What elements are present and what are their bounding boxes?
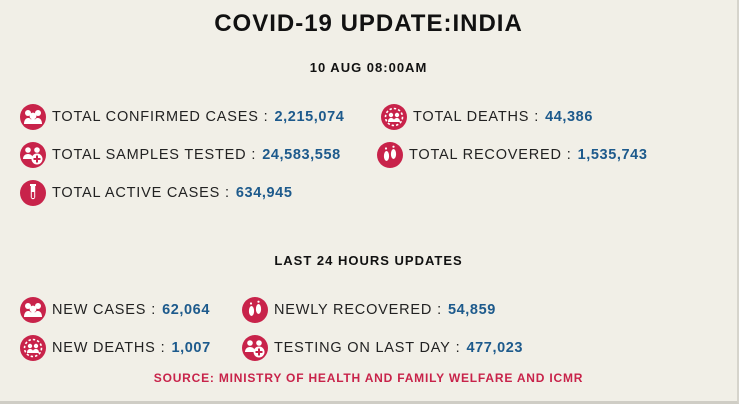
stat-newly-recovered: NEWLY RECOVERED:54,859 [242,297,496,323]
stat-label: NEW DEATHS [52,340,156,356]
test-tube-icon [20,180,46,206]
virus-people-icon [20,335,46,361]
footprints-icon [377,142,403,168]
stat-total-samples-tested: TOTAL SAMPLES TESTED:24,583,558 [20,142,341,168]
people-icon [20,297,46,323]
stat-value: 44,386 [545,109,594,125]
stat-value: 477,023 [466,340,524,356]
stat-value: 2,215,074 [274,109,345,125]
stat-total-confirmed: TOTAL CONFIRMED CASES:2,215,074 [20,104,344,130]
stat-total-active: TOTAL ACTIVE CASES:634,945 [20,180,293,206]
people-medical-icon [20,142,46,168]
stat-label: TOTAL SAMPLES TESTED [52,147,247,163]
virus-people-icon [381,104,407,130]
stat-value: 54,859 [447,302,496,318]
people-icon [20,104,46,130]
stat-label: NEWLY RECOVERED [274,302,433,318]
stat-new-cases: NEW CASES:62,064 [20,297,210,323]
last-24-hours-heading: LAST 24 HOURS UPDATES [274,253,463,268]
people-medical-icon [242,335,268,361]
stat-label: TESTING ON LAST DAY [274,340,451,356]
stat-label: TOTAL RECOVERED [409,147,562,163]
stat-label: TOTAL CONFIRMED CASES [52,109,259,125]
footprints-icon [242,297,268,323]
stat-value: 24,583,558 [262,147,341,163]
stat-new-deaths: NEW DEATHS:1,007 [20,335,211,361]
stat-total-recovered: TOTAL RECOVERED:1,535,743 [377,142,648,168]
stat-label: TOTAL ACTIVE CASES [52,185,221,201]
stat-label: TOTAL DEATHS [413,109,530,125]
page-title: COVID-19 UPDATE:INDIA [214,10,523,37]
stat-testing-last-day: TESTING ON LAST DAY:477,023 [242,335,523,361]
stat-value: 634,945 [235,185,293,201]
stat-value: 1,007 [171,340,211,356]
source-note: SOURCE: MINISTRY OF HEALTH AND FAMILY WE… [153,371,584,385]
stat-total-deaths: TOTAL DEATHS:44,386 [381,104,593,130]
stat-value: 1,535,743 [577,147,648,163]
update-timestamp: 10 AUG 08:00AM [309,60,428,75]
stat-value: 62,064 [162,302,211,318]
stat-label: NEW CASES [52,302,147,318]
